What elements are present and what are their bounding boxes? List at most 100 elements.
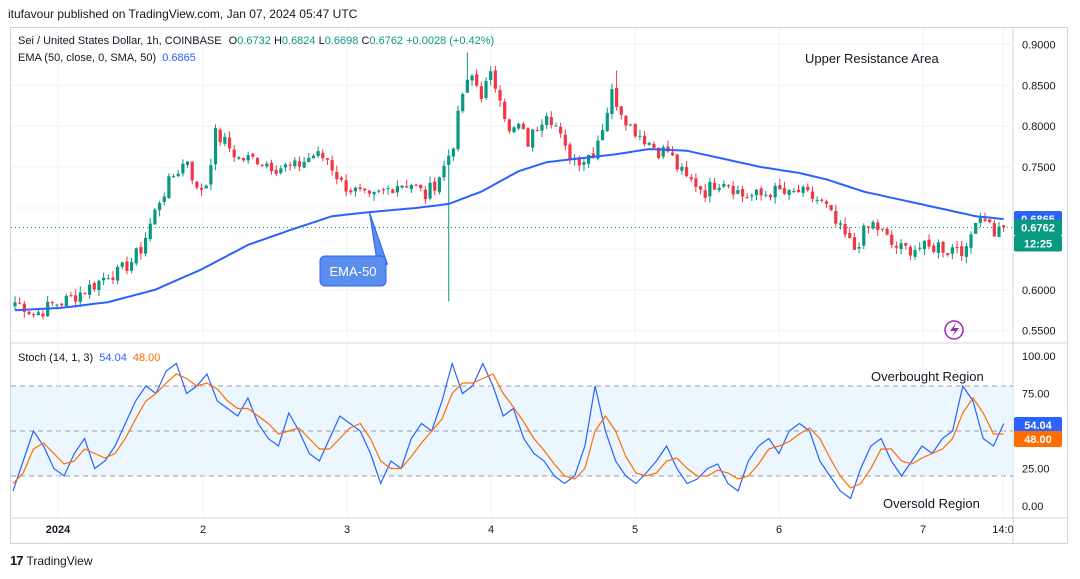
candle-body [465, 79, 469, 93]
candle-body [148, 223, 152, 240]
candle-body [377, 190, 381, 192]
candle-body [960, 246, 964, 256]
candle-body [601, 130, 605, 141]
candle-body [526, 128, 530, 147]
candle-body [386, 188, 390, 190]
candle-body [890, 234, 894, 245]
countdown-badge: 12:25 [1024, 238, 1052, 250]
candle-body [475, 74, 479, 86]
stoch-band [11, 386, 1013, 476]
candle-body [255, 158, 260, 165]
candle-body [684, 167, 689, 177]
candle-body [92, 283, 96, 290]
candle-body [493, 70, 497, 89]
candle-body [885, 228, 889, 235]
time-tick-label: 4 [488, 524, 494, 536]
stoch-k-line [12, 361, 1005, 500]
candle-body [857, 246, 861, 249]
candle-body [97, 280, 101, 290]
candle-body [335, 171, 339, 180]
candle-body [32, 314, 36, 316]
candle-body [428, 182, 432, 199]
lightning-icon-bolt [950, 323, 959, 337]
candle-body [908, 246, 913, 256]
candle-body [181, 163, 185, 174]
candle-body [824, 201, 829, 204]
candle-body [591, 153, 595, 158]
candle-body [680, 166, 684, 171]
close-value: 0.6762 [369, 35, 404, 47]
candle-body [395, 186, 400, 193]
candle-body [171, 176, 176, 178]
candle-body [279, 168, 283, 173]
candle-body [932, 245, 936, 252]
ema-value: 0.6865 [162, 52, 196, 64]
candle-body [283, 164, 288, 168]
candle-body [414, 184, 418, 186]
candle-body [297, 161, 302, 167]
candle-body [129, 262, 134, 271]
price-tick-label: 0.5500 [1022, 326, 1056, 338]
candle-body [218, 129, 222, 143]
candle-body [815, 199, 819, 201]
stoch-tick-label: 25.00 [1022, 464, 1050, 476]
candle-body [316, 151, 320, 156]
candle-body [568, 144, 572, 161]
candle-body [372, 191, 376, 195]
candle-body [321, 152, 325, 159]
candle-body [246, 155, 250, 161]
candle-body [563, 134, 567, 146]
candle-body [115, 266, 120, 281]
change-value: +0.0028 (+0.42%) [406, 35, 495, 47]
oversold-label: Oversold Region [883, 496, 980, 511]
candle-body [871, 222, 875, 229]
candle-body [102, 277, 106, 281]
close-price-badge-box [1014, 219, 1062, 236]
candle-body [442, 165, 446, 178]
candle-body [656, 147, 661, 158]
candle-body [64, 295, 68, 306]
candle-body [209, 165, 213, 185]
candle-body [801, 186, 805, 193]
candle-body [302, 161, 306, 168]
time-tick-label: 2024 [46, 524, 71, 536]
candle-body [647, 142, 651, 145]
ema-legend: EMA (50, close, 0, SMA, 50) 0.6865 [18, 52, 196, 64]
candle-body [405, 186, 409, 188]
candle-body [204, 185, 208, 189]
candle-body [176, 173, 180, 177]
candle-body [143, 237, 148, 254]
candle-body [106, 278, 110, 280]
candle-body [997, 226, 1001, 238]
candle-body [162, 196, 166, 203]
candle-body [829, 204, 833, 211]
candle-body [470, 75, 474, 81]
ema-callout-box [319, 255, 387, 287]
stoch-d-line [12, 373, 1004, 489]
candle-body [199, 187, 204, 190]
candle-body [652, 143, 656, 148]
candle-body [134, 248, 138, 264]
stoch-k-value: 54.04 [99, 352, 127, 364]
candle-body [619, 106, 623, 115]
candle-body [843, 224, 847, 235]
candle-body [559, 126, 563, 134]
candle-body [796, 189, 801, 193]
candle-body [50, 302, 54, 304]
candle-body [545, 115, 549, 126]
candle-body [120, 262, 124, 267]
open-label: O [228, 35, 238, 47]
candle-body [587, 154, 591, 164]
candle-body [866, 226, 871, 228]
price-tick-label: 0.8000 [1022, 121, 1056, 133]
candle-body [694, 178, 698, 187]
candle-body [820, 199, 824, 201]
candle-body [992, 223, 996, 237]
candle-body [740, 188, 745, 197]
candle-body [642, 135, 647, 145]
candle-body [381, 189, 386, 191]
footer-brand: 17 TradingView [10, 553, 93, 568]
candle-body [633, 123, 637, 137]
candle-body [768, 195, 773, 198]
time-tick-label: 2 [200, 524, 206, 536]
